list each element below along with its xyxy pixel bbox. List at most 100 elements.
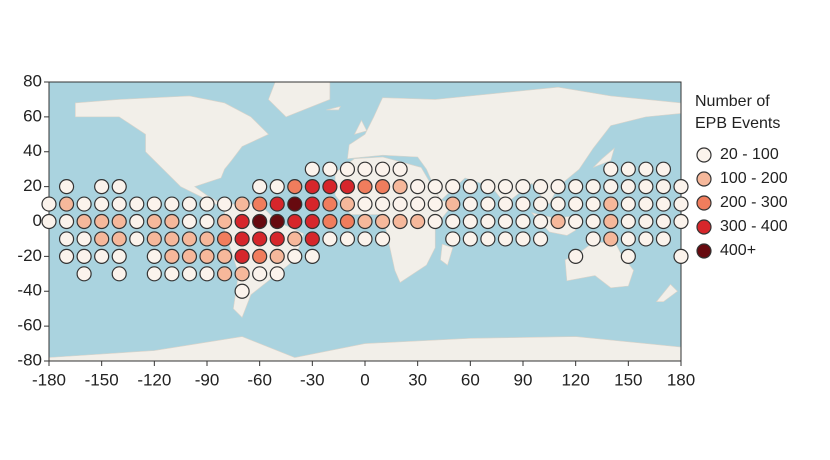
event-marker: [497, 213, 514, 230]
event-marker: [304, 161, 320, 177]
event-marker: [304, 179, 320, 195]
event-marker: [287, 248, 303, 264]
event-marker: [374, 161, 391, 177]
event-marker: [585, 213, 601, 230]
event-marker: [462, 213, 478, 230]
event-marker: [216, 231, 233, 247]
event-marker: [111, 213, 127, 230]
event-marker: [252, 213, 268, 230]
event-marker: [76, 266, 92, 282]
event-marker: [427, 213, 443, 230]
event-marker: [146, 196, 162, 212]
landmass: [49, 336, 681, 361]
event-marker: [41, 213, 57, 230]
event-marker: [410, 196, 426, 212]
landmass: [593, 147, 615, 168]
event-marker: [269, 213, 285, 230]
event-marker: [620, 161, 636, 177]
event-marker: [111, 266, 127, 282]
event-marker: [76, 213, 92, 230]
x-tick-label: -30: [300, 370, 325, 389]
landmass: [353, 119, 368, 135]
event-marker: [339, 196, 356, 212]
event-marker: [129, 231, 145, 247]
event-marker: [199, 248, 215, 264]
x-tick-label: -150: [85, 370, 119, 389]
event-marker: [497, 179, 514, 195]
event-marker: [357, 161, 373, 177]
x-tick-label: 60: [461, 370, 480, 389]
event-marker: [655, 196, 672, 212]
event-marker: [252, 231, 268, 247]
event-marker: [234, 266, 250, 282]
event-marker: [164, 213, 180, 230]
event-marker: [287, 196, 303, 212]
legend-label: 300 - 400: [720, 218, 788, 235]
event-marker: [216, 248, 233, 264]
event-marker: [252, 179, 268, 195]
event-marker: [480, 196, 496, 212]
event-marker: [620, 179, 636, 195]
event-marker: [322, 196, 338, 212]
legend-swatch: [696, 219, 712, 235]
landmass: [268, 82, 331, 118]
event-marker: [111, 179, 127, 195]
legend-title: EPB Events: [695, 115, 780, 132]
event-marker: [568, 196, 584, 212]
event-marker: [392, 161, 408, 177]
x-tick-label: -180: [32, 370, 66, 389]
y-tick-label: 0: [33, 211, 42, 230]
event-marker: [234, 213, 250, 230]
event-marker: [181, 196, 198, 212]
event-marker: [550, 179, 566, 195]
landmass: [655, 283, 678, 303]
x-tick-label: 120: [561, 370, 589, 389]
event-marker: [392, 196, 408, 212]
event-marker: [269, 179, 285, 195]
event-marker: [94, 213, 110, 230]
event-marker: [111, 196, 127, 212]
event-marker: [304, 231, 320, 247]
event-marker: [515, 231, 531, 247]
event-marker: [146, 231, 162, 247]
legend-swatch: [696, 147, 712, 163]
event-marker: [673, 248, 689, 264]
event-marker: [146, 266, 162, 282]
x-tick-label: -60: [247, 370, 272, 389]
event-marker: [427, 196, 443, 212]
x-tick-label: 150: [614, 370, 642, 389]
event-marker: [515, 179, 531, 195]
landmass: [326, 105, 341, 111]
legend-swatch: [696, 171, 712, 187]
landmass: [75, 95, 269, 208]
event-marker: [304, 196, 320, 212]
event-marker: [269, 196, 285, 212]
event-marker: [445, 213, 461, 230]
event-marker: [568, 179, 584, 195]
event-marker: [462, 196, 478, 212]
event-marker: [480, 231, 496, 247]
event-marker: [181, 266, 198, 282]
event-marker: [568, 213, 584, 230]
event-marker: [129, 196, 145, 212]
y-tick-label: -40: [17, 281, 42, 300]
event-marker: [638, 161, 654, 177]
event-marker: [199, 266, 215, 282]
event-marker: [322, 213, 338, 230]
event-marker: [585, 179, 601, 195]
event-marker: [234, 196, 250, 212]
event-marker: [304, 213, 320, 230]
event-marker: [357, 213, 373, 230]
event-marker: [603, 179, 619, 195]
event-marker: [620, 196, 636, 212]
event-marker: [322, 161, 338, 177]
event-marker: [164, 196, 180, 212]
event-marker: [445, 231, 461, 247]
event-marker: [392, 213, 408, 230]
event-marker: [94, 196, 110, 212]
event-marker: [339, 161, 356, 177]
y-tick-label: 20: [23, 176, 42, 195]
event-marker: [655, 161, 672, 177]
event-marker: [462, 179, 478, 195]
event-marker: [339, 231, 356, 247]
